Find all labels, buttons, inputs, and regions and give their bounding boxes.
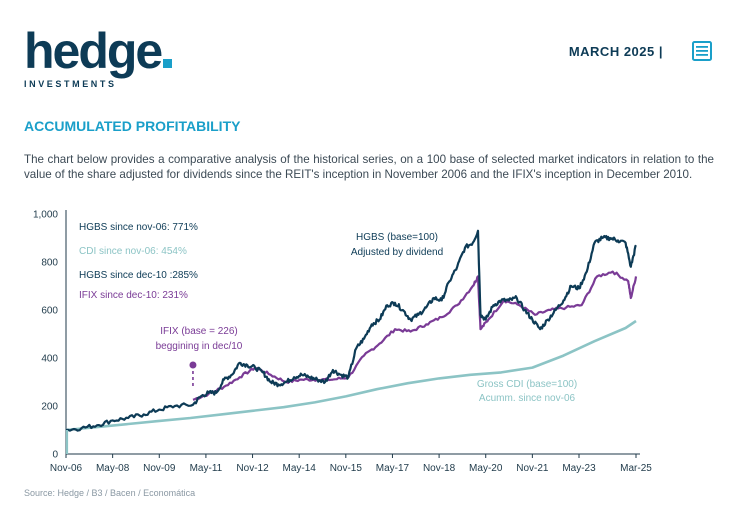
section-title: ACCUMULATED PROFITABILITY (24, 118, 241, 134)
x-tick-label: Nov-09 (143, 463, 176, 474)
x-tick-label: Mar-25 (620, 463, 652, 474)
x-tick-label: May-14 (283, 463, 317, 474)
logo-subtitle: INVESTMENTS (24, 79, 117, 89)
chart-description: The chart below provides a comparative a… (24, 153, 714, 181)
hgbs-since-dec10-label: HGBS since dec-10 :285% (79, 270, 198, 281)
y-tick-label: 800 (41, 258, 58, 269)
logo-wordmark: hedge (24, 26, 173, 76)
ifix-series-line (192, 270, 638, 401)
ifix-series-sublabel: beggining in dec/10 (156, 341, 243, 352)
chart-lines (65, 229, 638, 454)
x-tick-label: May-17 (376, 463, 410, 474)
hgbs-series-label: HGBS (base=100) (356, 232, 438, 243)
chart-axes: 0 200 400 600 800 1,000 Nov-06 May-08 Nov-09 May-… (33, 210, 652, 475)
y-tick-label: 400 (41, 354, 58, 365)
source-note: Source: Hedge / B3 / Bacen / Economática (24, 488, 196, 498)
y-tick-label: 1,000 (33, 210, 58, 221)
ifix-since-dec10-label: IFIX since dec-10: 231% (79, 290, 188, 301)
hgbs-since-nov06-label: HGBS since nov-06: 771% (79, 222, 198, 233)
ifix-start-marker (189, 361, 197, 369)
x-tick-label: Nov-18 (423, 463, 456, 474)
x-tick-label: Nov-15 (330, 463, 363, 474)
cdi-series-sublabel: Acumm. since nov-06 (479, 393, 576, 404)
x-tick-label: May-08 (96, 463, 130, 474)
y-tick-label: 200 (41, 402, 58, 413)
y-tick-label: 600 (41, 306, 58, 317)
report-date: MARCH 2025 | (568, 44, 663, 59)
cdi-since-nov06-label: CDI since nov-06: 454% (79, 246, 187, 257)
x-tick-label: Nov-21 (516, 463, 549, 474)
ifix-series-label: IFIX (base = 226) (160, 326, 238, 337)
hedge-logo: hedge INVESTMENTS (24, 26, 173, 89)
logo-dot-icon (163, 59, 173, 68)
x-tick-label: Nov-12 (236, 463, 269, 474)
x-tick-label: Nov-06 (50, 463, 83, 474)
document-list-icon[interactable] (692, 41, 712, 61)
y-tick-label: 0 (52, 450, 58, 461)
x-tick-label: May-23 (562, 463, 596, 474)
hgbs-series-line (65, 229, 637, 432)
hgbs-series-sublabel: Adjusted by dividend (351, 247, 443, 258)
x-tick-label: May-20 (469, 463, 503, 474)
x-tick-label: May-11 (190, 463, 223, 474)
cdi-series-line (65, 319, 637, 432)
chart-annotations: HGBS since nov-06: 771% CDI since nov-06:… (79, 222, 577, 404)
cdi-series-label: Gross CDI (base=100) (477, 379, 577, 390)
